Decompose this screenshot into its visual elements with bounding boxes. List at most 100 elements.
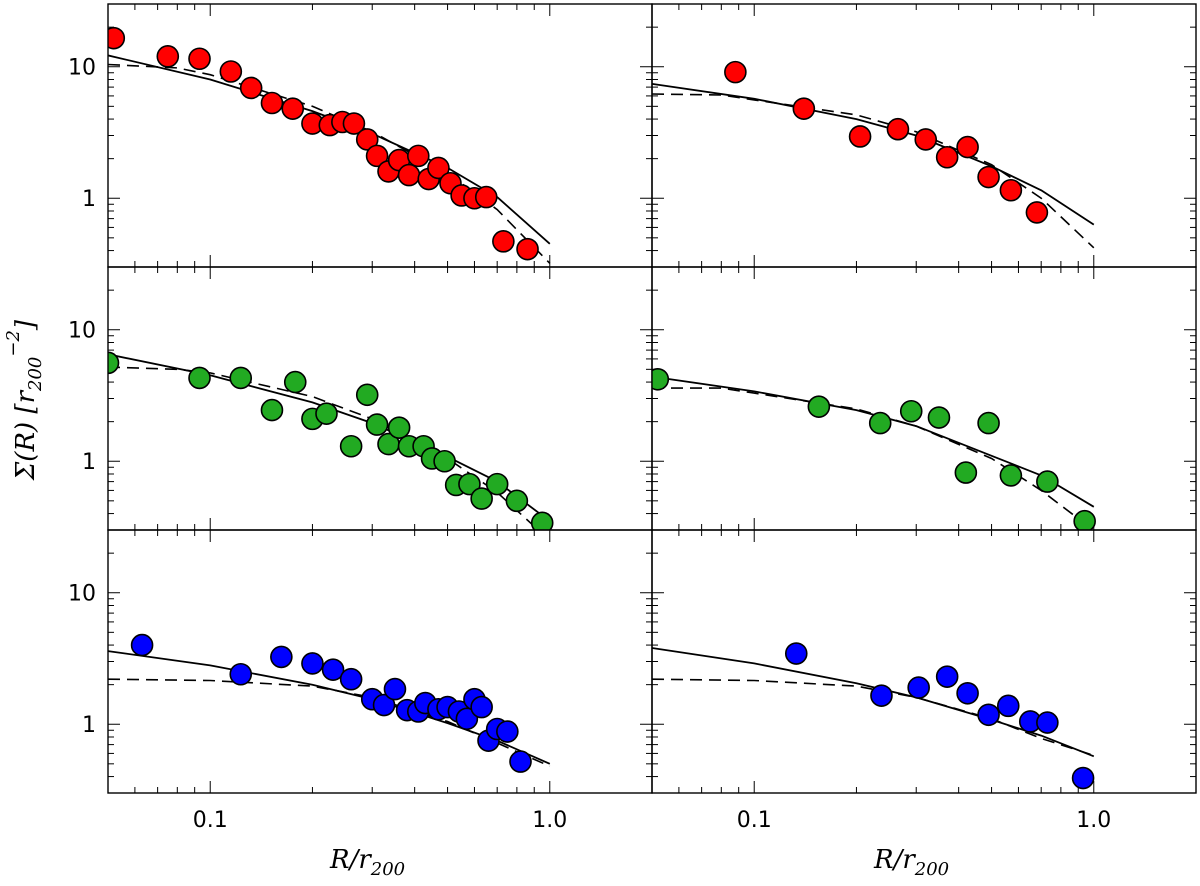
data-point [315,402,338,425]
data-points [652,367,1096,530]
panels: 10 1 10 1 10 1 0.1 1.0 0.1 1.0 [68,3,1197,833]
panel-frame [651,266,1197,531]
data-point [372,693,396,717]
panel-1-1 [651,266,1197,531]
data-point [455,707,479,731]
data-point [999,464,1023,487]
data-points [108,351,554,530]
data-point [784,642,808,665]
data-point [977,411,1000,435]
data-point [492,230,515,253]
data-point [474,185,498,209]
data-point [365,144,389,168]
data-point [999,178,1023,202]
data-point [1071,766,1095,790]
data-point [406,144,430,168]
panel-frame [107,3,653,268]
data-point [260,91,284,115]
data-point [301,652,324,675]
data-point [283,370,307,394]
panel-frame [107,266,653,531]
data-point [954,461,978,484]
data-point [130,633,154,657]
data-point [977,165,1000,189]
model-dashed-line [108,63,551,264]
panel-ticks [107,3,653,268]
data-point [652,367,670,391]
data-point [505,489,529,513]
y-tick-label: 10 [68,56,96,81]
data-point [339,667,363,691]
data-point [1036,470,1059,493]
y-tick-label: 10 [68,319,96,344]
data-point [355,128,379,151]
data-point [907,676,930,699]
data-point [458,472,481,496]
panel-0-0: 10 1 [68,3,653,268]
data-point [470,487,493,510]
panel-1-0: 10 1 [68,266,653,531]
data-point [108,351,120,375]
model-solid-line [652,375,1095,508]
x-tick-label: 1.0 [532,808,567,833]
data-point [188,47,211,71]
panel-frame [651,529,1197,794]
y-tick-label: 1 [82,713,96,738]
panel-frame [107,529,653,794]
model-dashed-line [652,93,1095,249]
model-curves [652,375,1095,526]
panel-ticks [107,529,653,794]
data-point [868,411,892,435]
data-point [260,398,284,422]
x-tick-label: 1.0 [1076,808,1111,833]
y-axis-title-end: ] [11,319,41,331]
data-point [792,97,816,120]
data-point [270,645,293,669]
data-point [927,406,951,429]
data-point [321,658,345,681]
data-point [427,156,450,180]
data-point [1036,711,1059,734]
data-point [433,449,456,473]
x-axis-title-right-main: R/r [873,845,916,875]
data-point [1073,509,1096,530]
data-point [470,695,493,719]
data-point [387,416,411,439]
data-point [886,117,910,141]
data-point [383,677,407,701]
data-point [1025,201,1049,224]
model-dashed-line [108,678,551,767]
data-point [516,237,539,261]
x-axis-title-left-main: R/r [329,845,372,875]
data-point [188,366,211,390]
data-point [281,97,305,120]
data-points [724,60,1049,224]
data-point [229,662,253,686]
data-point [530,511,554,530]
model-dashed-line [108,366,535,527]
data-point [108,26,126,50]
y-tick-label: 1 [82,450,96,475]
model-dashed-line [652,678,1095,757]
y-axis-title-main: Σ(R) [r [11,389,41,481]
data-point [807,395,831,418]
panel-ticks [107,266,653,531]
x-axis-title-left-sub: 200 [370,859,405,880]
model-dashed-line [652,387,1087,526]
model-solid-line [108,54,551,245]
y-axis-title-sub: 200 [25,357,46,392]
data-point [870,684,893,707]
data-point [239,76,263,100]
data-point [229,366,253,390]
x-tick-label: 0.1 [737,808,772,833]
data-point [848,125,872,148]
data-point [899,399,923,423]
data-point [956,135,979,159]
panel-ticks [651,529,1197,794]
data-point [977,703,1000,727]
data-point [496,720,519,743]
data-point [339,434,363,458]
panel-2-0: 10 1 0.1 1.0 [68,529,653,833]
y-tick-label: 1 [82,187,96,212]
data-point [724,60,747,84]
